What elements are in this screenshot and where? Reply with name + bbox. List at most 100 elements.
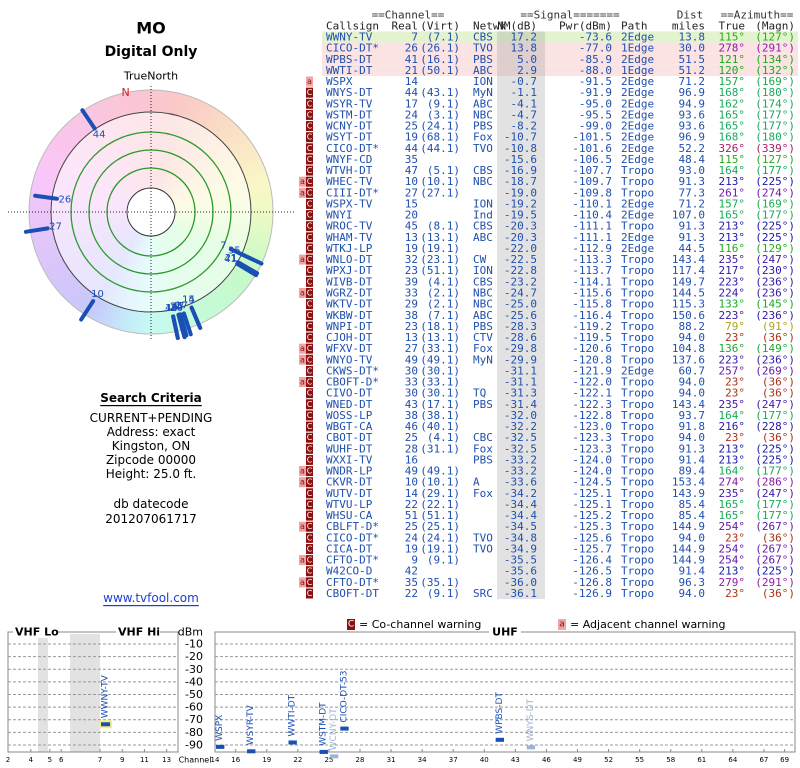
cell-pwr: -125.7 <box>572 542 612 555</box>
station-label: 35 <box>228 245 241 256</box>
bar <box>101 722 111 727</box>
cell-az: 23° <box>725 431 745 444</box>
cell-dist: 94.0 <box>679 431 706 444</box>
cell-nm: -28.6 <box>504 331 537 344</box>
cell-net: TVO <box>473 142 493 155</box>
cell-magn: (225°) <box>755 565 795 578</box>
cell-virt: (24.1) <box>420 120 460 133</box>
cell-az: 23° <box>725 587 745 600</box>
band-label: VHF Lo <box>15 626 59 639</box>
cell-virt: (4.1) <box>427 275 460 288</box>
cell-call: WNED-DT <box>326 398 373 411</box>
cell-nm: -8.2 <box>511 120 538 133</box>
cell-az: 136° <box>719 342 746 355</box>
cell-call: WPXJ-DT <box>326 264 373 277</box>
cell-az: 213° <box>719 175 746 188</box>
cell-virt: (51.1) <box>420 264 460 277</box>
cell-virt: (23.1) <box>420 253 460 266</box>
x-axis-label: Channel <box>179 756 212 765</box>
warning: C <box>307 589 313 598</box>
cell-pwr: -121.9 <box>572 364 612 377</box>
cell-az: 168° <box>719 131 746 144</box>
x-tick-label: 28 <box>356 756 365 764</box>
bar <box>247 749 256 754</box>
link[interactable]: www.tvfool.com <box>103 591 199 605</box>
cell-magn: (149°) <box>755 342 795 355</box>
warning: C <box>307 199 313 208</box>
x-tick-label: 14 <box>211 756 220 764</box>
co-channel-icon <box>306 566 313 577</box>
cell-call: WCNY-DT <box>326 120 373 133</box>
warning: C <box>307 500 313 509</box>
warning: C <box>307 266 313 275</box>
cell-magn: (177°) <box>755 209 795 222</box>
column-header: Path <box>621 20 648 33</box>
cell-path: 2Edge <box>621 120 654 133</box>
band-gap <box>70 634 100 752</box>
column-header: Real <box>392 20 419 33</box>
y-tick-label: -20 <box>185 650 203 663</box>
column-header: Netwk <box>473 20 506 33</box>
station-marker <box>80 108 97 131</box>
cell-magn: (225°) <box>755 220 795 233</box>
cell-call: CJOH-DT <box>326 331 373 344</box>
cell-virt: (51.1) <box>420 509 460 522</box>
cell-call: WOSS-LP <box>326 409 373 422</box>
cell-dist: 94.0 <box>679 331 706 344</box>
cell-magn: (247°) <box>755 253 795 266</box>
cell-pwr: -122.3 <box>572 398 612 411</box>
bar <box>526 745 536 750</box>
cell-az: 133° <box>719 298 746 311</box>
cell-path: 2Edge <box>621 153 654 166</box>
column-header: miles <box>672 20 705 33</box>
x-tick-label: 25 <box>324 756 333 764</box>
band-label-bg <box>489 626 521 638</box>
cell-nm: -19.5 <box>504 209 537 222</box>
cell-path: Tropo <box>621 220 654 233</box>
cell-virt: (19.1) <box>420 242 460 255</box>
adjacent-icon <box>299 377 306 388</box>
cell-real: 10 <box>405 175 418 188</box>
cell-nm: -32.0 <box>504 409 537 422</box>
cell-az: 164° <box>719 164 746 177</box>
cell-real: 46 <box>405 420 418 433</box>
cell-path: 1Edge <box>621 64 654 77</box>
adjacent-icon <box>299 477 306 488</box>
co-channel-icon <box>306 443 313 454</box>
warning: a <box>300 556 305 565</box>
co-channel-icon <box>306 466 313 477</box>
co-channel-icon <box>306 221 313 232</box>
cell-magn: (36°) <box>762 531 795 544</box>
cell-nm: -34.4 <box>504 509 537 522</box>
legend-icon <box>558 619 566 630</box>
cell-dist: 144.9 <box>672 520 705 533</box>
column-group: ==Signal======= <box>520 9 620 22</box>
cell-az: 224° <box>719 286 746 299</box>
cell-path: Tropo <box>621 331 654 344</box>
cell-real: 38 <box>405 309 418 322</box>
cell-pwr: -115.8 <box>572 298 612 311</box>
cell-path: Tropo <box>621 431 654 444</box>
cell-pwr: -119.2 <box>572 320 612 333</box>
y-axis-label: dBm <box>178 626 203 639</box>
cell-path: 2Edge <box>621 97 654 110</box>
co-channel-icon <box>306 176 313 187</box>
cell-call: CFTO-DT* <box>326 554 379 567</box>
cell-dist: 94.0 <box>679 376 706 389</box>
cell-dist: 143.4 <box>672 253 705 266</box>
co-channel-icon <box>306 365 313 376</box>
warning: a <box>300 355 305 364</box>
cell-call: WTVH-DT <box>326 164 373 177</box>
x-tick-label: 64 <box>728 756 737 764</box>
cell-virt: (50.1) <box>420 64 460 77</box>
cell-az: 165° <box>719 498 746 511</box>
warning: C <box>307 166 313 175</box>
cell-real: 45 <box>405 220 418 233</box>
cell-net: NBC <box>473 286 493 299</box>
cell-path: Tropo <box>621 320 654 333</box>
warning: C <box>307 255 313 264</box>
cell-virt: (9.1) <box>427 554 460 567</box>
cell-virt: (40.1) <box>420 420 460 433</box>
x-tick-label: 58 <box>666 756 675 764</box>
cell-magn: (269°) <box>755 364 795 377</box>
